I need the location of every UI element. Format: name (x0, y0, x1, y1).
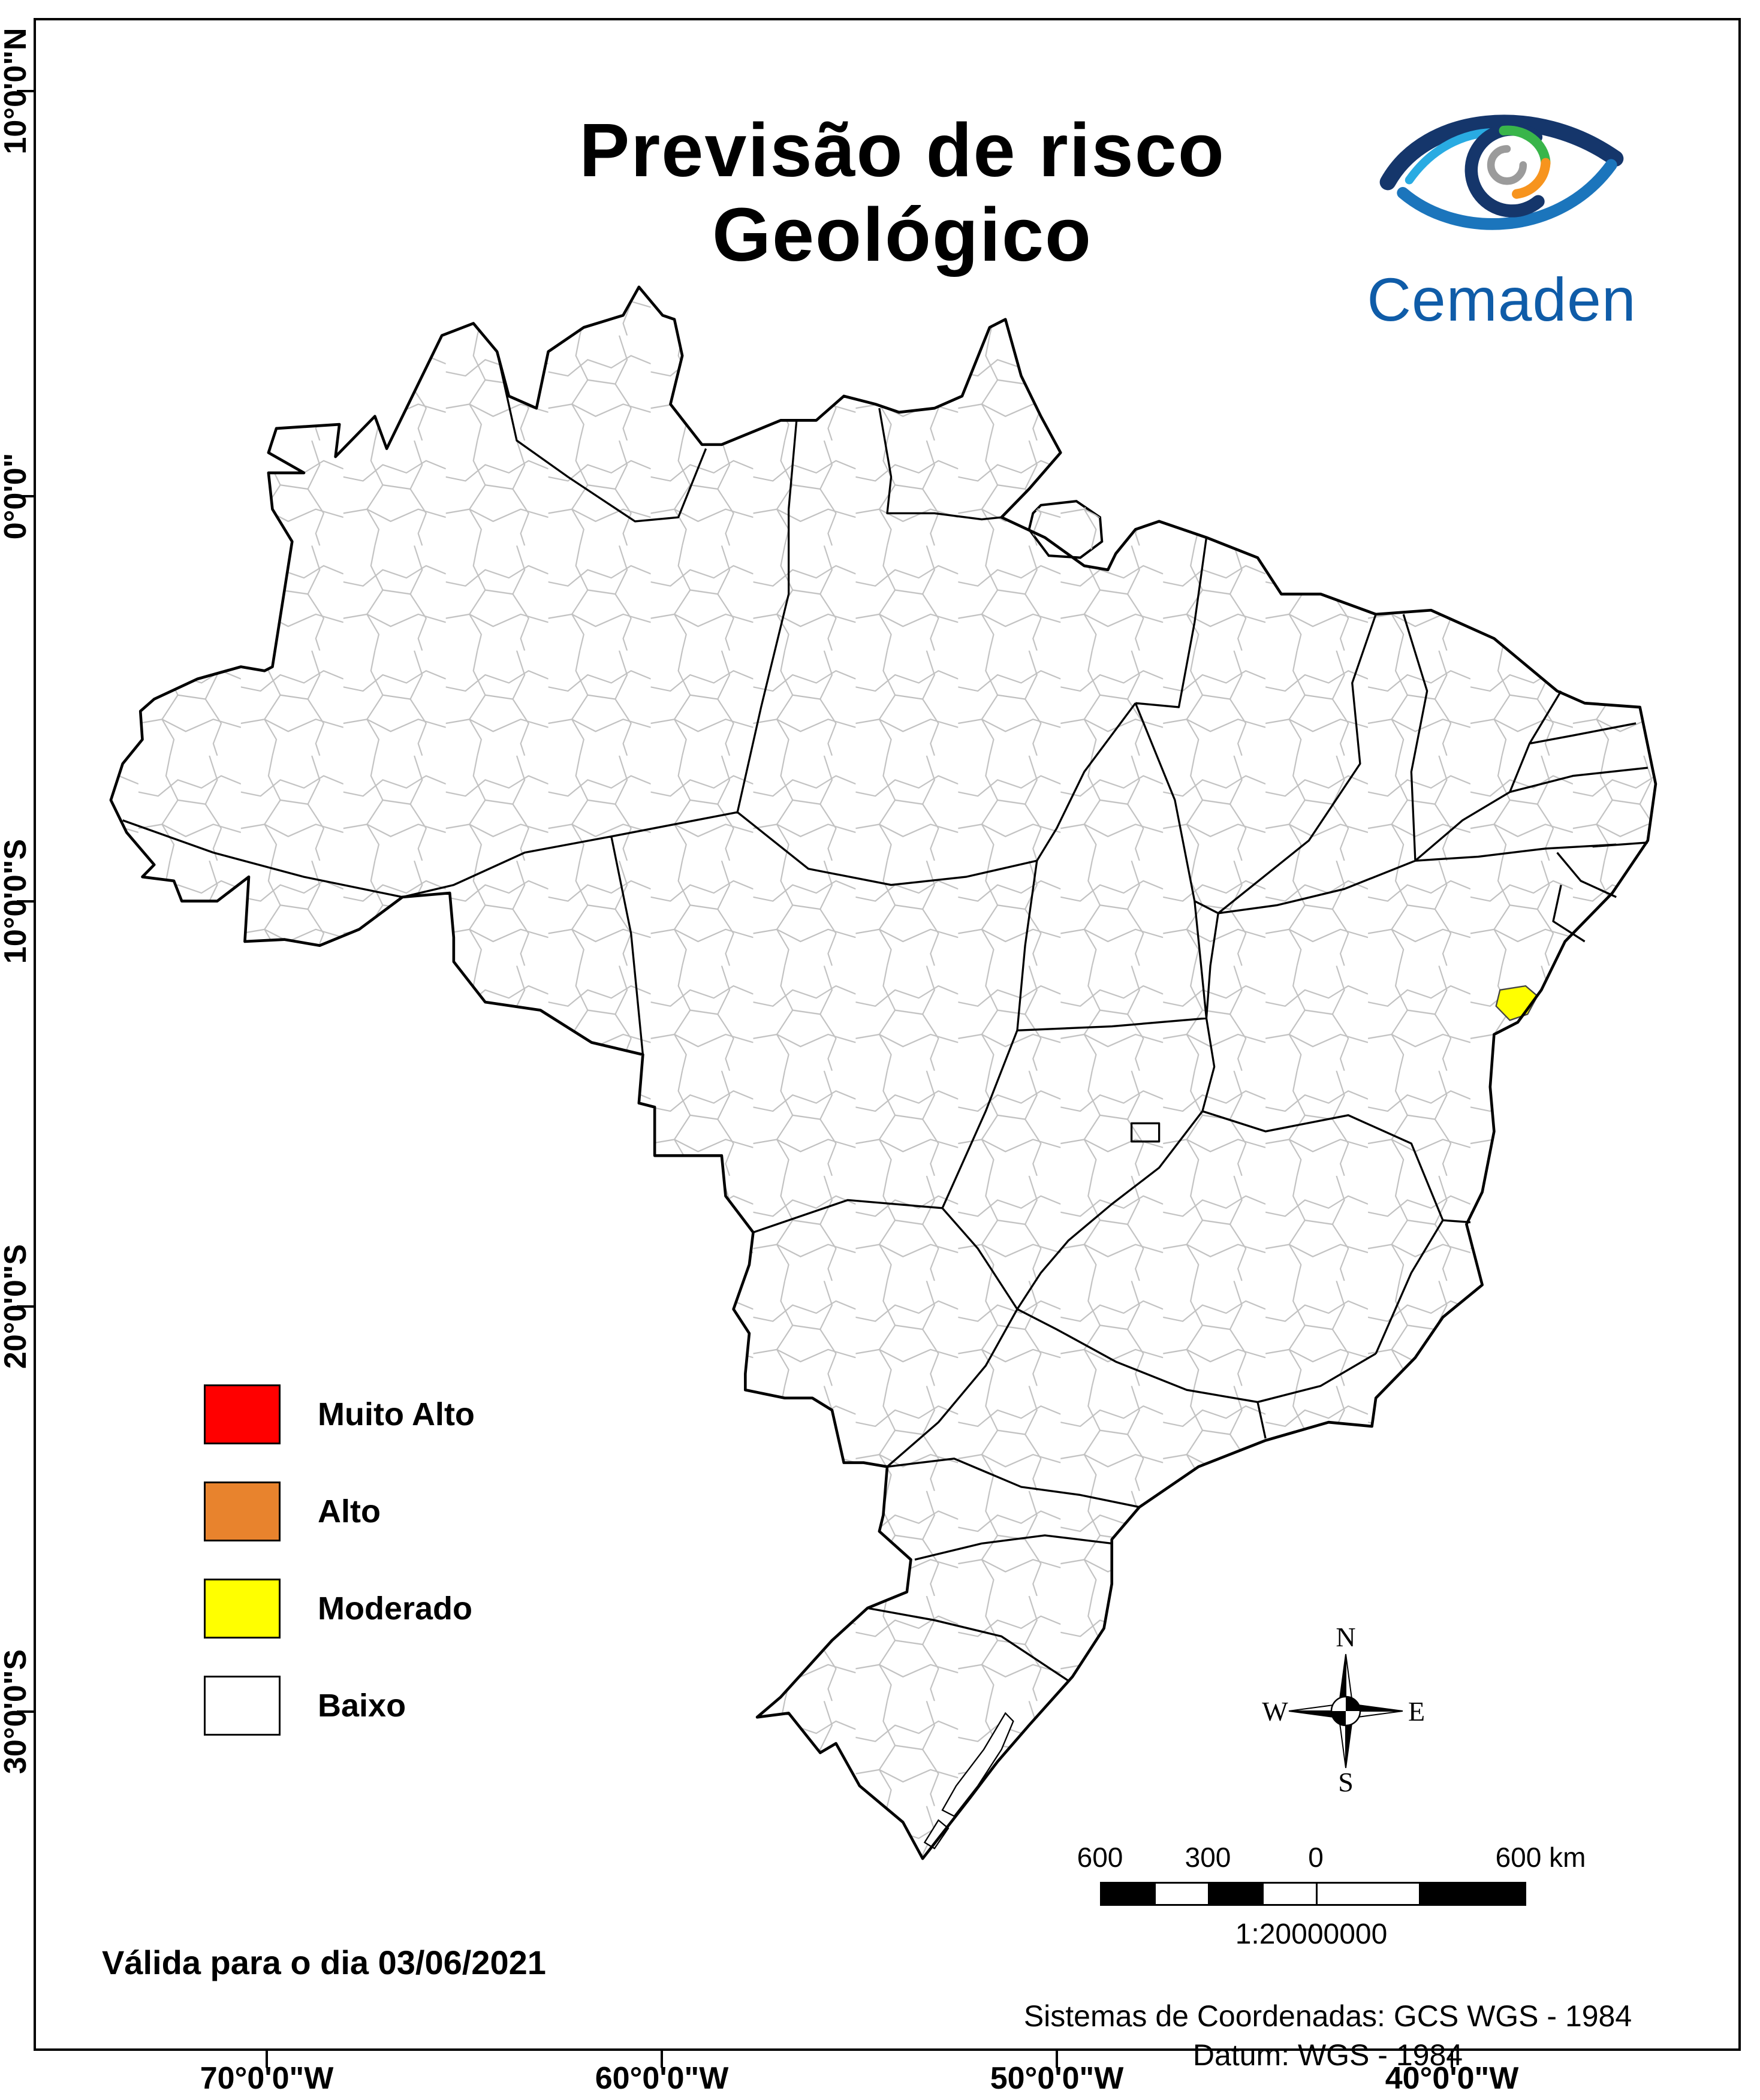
longitude-label: 40°0'0"W (1385, 2061, 1519, 2096)
page-title: Previsão de risco Geológico (528, 108, 1277, 277)
legend-label: Moderado (318, 1591, 473, 1627)
scalebar-label-300: 300 (1185, 1842, 1231, 1873)
compass-west-label: W (1262, 1696, 1288, 1727)
municipal-boundaries-mesh (110, 286, 1656, 1859)
scalebar-label-600-left: 600 (1077, 1842, 1123, 1873)
latitude-tick (17, 90, 34, 92)
legend-label: Muito Alto (318, 1396, 475, 1432)
scale-segment (1264, 1884, 1318, 1904)
longitude-label: 70°0'0"W (200, 2061, 334, 2096)
longitude-tick (266, 2051, 268, 2068)
scale-segment (1156, 1884, 1210, 1904)
cemaden-wordmark: Cemaden (1367, 265, 1637, 334)
longitude-tick (1056, 2051, 1058, 2068)
compass-rose-icon: N S E W (1262, 1622, 1425, 1797)
latitude-label: 10°0'0"S (0, 838, 33, 964)
scale-segment (1318, 1884, 1421, 1904)
latitude-label: 20°0'0"S (0, 1244, 33, 1369)
page-title-line2: Geológico (712, 192, 1093, 277)
compass-north-label: N (1336, 1622, 1355, 1652)
latitude-tick (17, 1305, 34, 1308)
latitude-tick (17, 900, 34, 903)
legend-swatch-muito-alto (204, 1384, 281, 1444)
page-title-line1: Previsão de risco (579, 108, 1225, 192)
longitude-tick (661, 2051, 663, 2068)
legend-swatch-moderado (204, 1579, 281, 1639)
scalebar-label-0: 0 (1308, 1842, 1324, 1873)
legend-swatch-baixo (204, 1676, 281, 1736)
compass-east-label: E (1408, 1696, 1425, 1727)
compass-south-label: S (1338, 1767, 1354, 1797)
marajo-island-mesh (1029, 501, 1102, 558)
crs-line2: Datum: WGS - 1984 (1192, 2038, 1463, 2072)
legend-label: Alto (318, 1493, 381, 1529)
state-boundaries (122, 351, 1648, 1682)
scale-segment (1102, 1884, 1156, 1904)
latitude-label: 0°0'0" (0, 452, 33, 540)
latitude-tick (17, 1710, 34, 1713)
brazil-map (109, 285, 1657, 1860)
scale-segment (1210, 1884, 1264, 1904)
scale-segment (1421, 1884, 1524, 1904)
brazil-outline (109, 285, 1657, 1860)
scalebar-label-600-km: 600 km (1495, 1842, 1586, 1873)
cemaden-logo: Cemaden (1328, 90, 1675, 335)
validity-date-text: Válida para o dia 03/06/2021 (102, 1944, 546, 1981)
longitude-label: 60°0'0"W (595, 2061, 729, 2096)
longitude-tick (1451, 2051, 1453, 2068)
latitude-label: 30°0'0"S (0, 1649, 33, 1775)
crs-line1: Sistemas de Coordenadas: GCS WGS - 1984 (1023, 1999, 1632, 2033)
coordinate-system-info: Sistemas de Coordenadas: GCS WGS - 1984 … (935, 1997, 1720, 2075)
latitude-label: 10°0'0"N (0, 28, 33, 155)
scale-bar (1100, 1882, 1526, 1906)
latitude-tick (17, 495, 34, 497)
legend-swatch-alto (204, 1482, 281, 1541)
cemaden-eye-icon (1379, 114, 1624, 230)
longitude-label: 50°0'0"W (990, 2061, 1124, 2096)
scale-ratio: 1:20000000 (1235, 1918, 1388, 1950)
legend-label: Baixo (318, 1688, 406, 1724)
